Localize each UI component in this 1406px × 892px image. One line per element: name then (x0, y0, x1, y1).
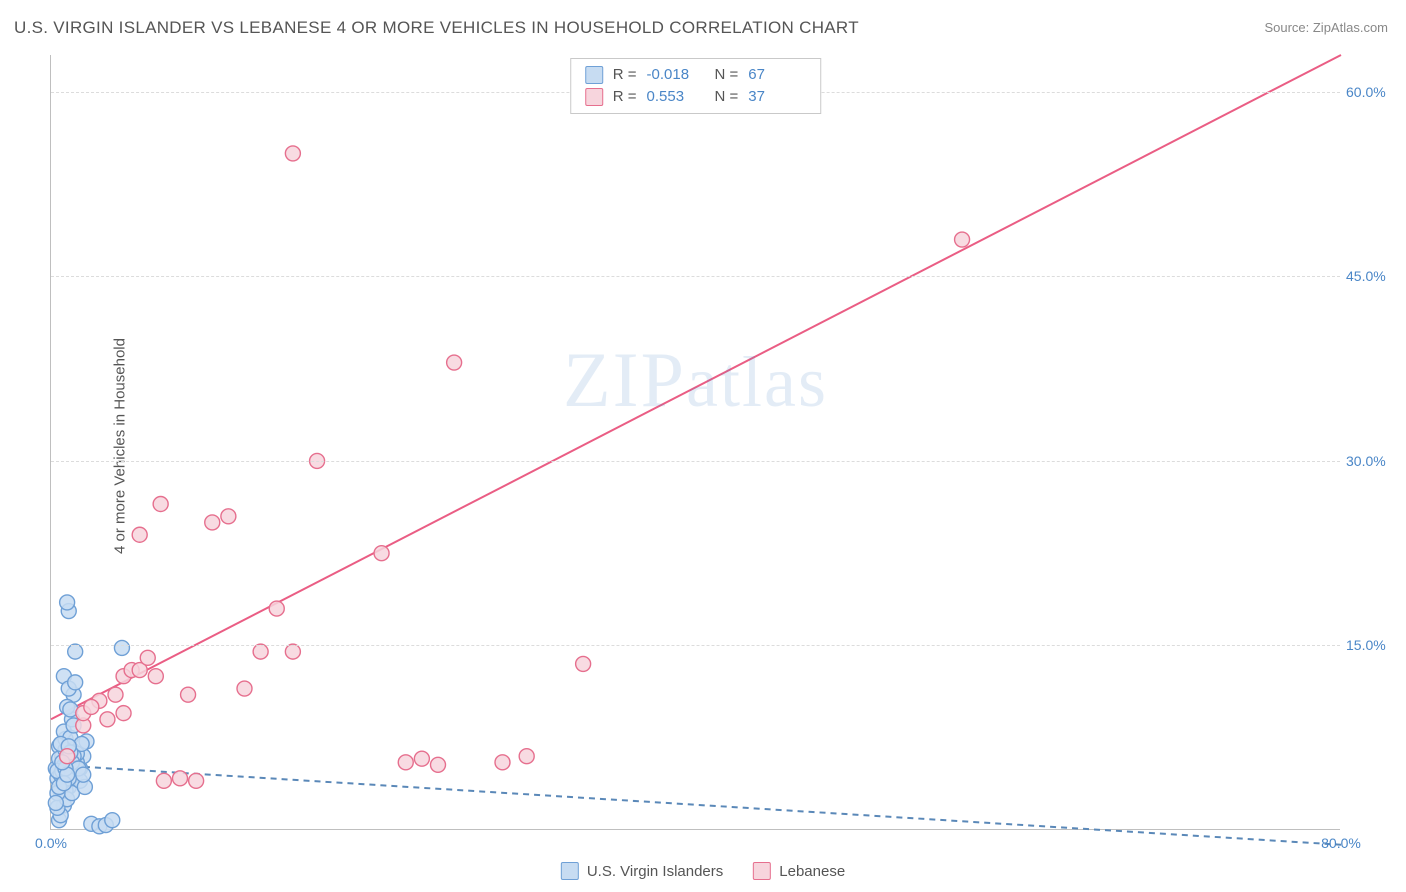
scatter-point (519, 749, 534, 764)
chart-title: U.S. VIRGIN ISLANDER VS LEBANESE 4 OR MO… (14, 18, 859, 38)
n-label: N = (715, 86, 739, 108)
scatter-point (955, 232, 970, 247)
scatter-point (48, 795, 63, 810)
scatter-point (237, 681, 252, 696)
correlation-legend: R = -0.018 N = 67 R = 0.553 N = 37 (570, 58, 822, 114)
scatter-point (431, 757, 446, 772)
scatter-point (173, 771, 188, 786)
scatter-point (153, 497, 168, 512)
scatter-point (100, 712, 115, 727)
n-value: 67 (748, 64, 806, 86)
legend-row: R = -0.018 N = 67 (585, 64, 807, 86)
legend-row: R = 0.553 N = 37 (585, 86, 807, 108)
scatter-point (285, 146, 300, 161)
scatter-point (105, 813, 120, 828)
swatch-icon (561, 862, 579, 880)
n-value: 37 (748, 86, 806, 108)
scatter-point (116, 706, 131, 721)
n-label: N = (715, 64, 739, 86)
scatter-point (398, 755, 413, 770)
scatter-point (60, 595, 75, 610)
scatter-point (221, 509, 236, 524)
legend-item: Lebanese (753, 862, 845, 880)
ytick-label: 15.0% (1346, 637, 1396, 653)
swatch-icon (585, 66, 603, 84)
ytick-label: 60.0% (1346, 84, 1396, 100)
legend-label: Lebanese (779, 863, 845, 880)
gridline (51, 645, 1340, 646)
scatter-point (76, 767, 91, 782)
plot-area: ZIPatlas R = -0.018 N = 67 R = 0.553 N =… (50, 55, 1340, 830)
scatter-point (374, 546, 389, 561)
scatter-point (84, 699, 99, 714)
scatter-point (414, 751, 429, 766)
r-value: -0.018 (647, 64, 705, 86)
r-label: R = (613, 86, 637, 108)
legend-label: U.S. Virgin Islanders (587, 863, 723, 880)
r-label: R = (613, 64, 637, 86)
xtick-label: 80.0% (1321, 835, 1361, 851)
scatter-point (447, 355, 462, 370)
scatter-point (156, 773, 171, 788)
scatter-point (495, 755, 510, 770)
scatter-point (132, 527, 147, 542)
scatter-point (140, 650, 155, 665)
scatter-point (189, 773, 204, 788)
regression-line (51, 55, 1341, 719)
r-value: 0.553 (647, 86, 705, 108)
scatter-point (181, 687, 196, 702)
scatter-point (60, 749, 75, 764)
swatch-icon (585, 88, 603, 106)
scatter-point (576, 656, 591, 671)
chart-svg (51, 55, 1340, 829)
legend-item: U.S. Virgin Islanders (561, 862, 723, 880)
ytick-label: 45.0% (1346, 268, 1396, 284)
xtick-label: 0.0% (35, 835, 67, 851)
scatter-point (114, 640, 129, 655)
scatter-point (148, 669, 163, 684)
scatter-point (269, 601, 284, 616)
scatter-point (108, 687, 123, 702)
regression-line (51, 765, 1341, 845)
ytick-label: 30.0% (1346, 453, 1396, 469)
swatch-icon (753, 862, 771, 880)
series-legend: U.S. Virgin Islanders Lebanese (561, 862, 845, 880)
scatter-point (205, 515, 220, 530)
gridline (51, 276, 1340, 277)
source-attribution: Source: ZipAtlas.com (1264, 20, 1388, 35)
scatter-point (68, 675, 83, 690)
gridline (51, 461, 1340, 462)
